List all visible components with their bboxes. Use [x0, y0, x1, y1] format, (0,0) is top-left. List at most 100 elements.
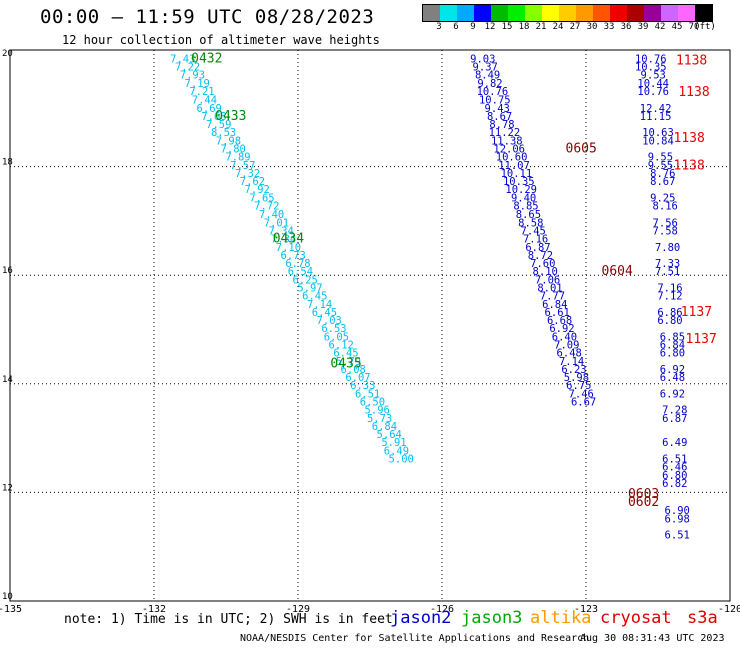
- legend-label: 70: [688, 22, 700, 32]
- legend-swatch: [576, 5, 593, 21]
- timestamp-text: Aug 30 08:31:43 UTC 2023: [580, 633, 725, 644]
- wave-height-label: 5.91: [381, 437, 406, 449]
- pass-time-label: 0434: [273, 232, 304, 247]
- y-tick-label: 10: [2, 592, 13, 602]
- legend-swatch: [610, 5, 627, 21]
- y-tick-label: 16: [2, 266, 13, 276]
- y-tick-label: 18: [2, 158, 13, 168]
- legend-label: 18: [518, 22, 530, 32]
- wave-height-label: 6.82: [662, 478, 687, 490]
- legend-label: 36: [620, 22, 632, 32]
- wave-height-label: 7.16: [523, 234, 548, 246]
- y-tick-label: 12: [2, 483, 13, 493]
- legend-label: (ft): [694, 22, 716, 32]
- legend-swatch: [525, 5, 542, 21]
- wave-height-label: 6.92: [549, 323, 574, 335]
- wave-height-label: 6.69: [197, 103, 222, 115]
- wave-height-label: 7.21: [189, 86, 214, 98]
- wave-height-label: 7.59: [206, 119, 231, 131]
- wave-height-label: 8.10: [533, 266, 558, 278]
- wave-height-label: 9.40: [511, 192, 536, 204]
- legend-swatch: [474, 5, 491, 21]
- wave-height-label: 6.87: [525, 242, 550, 254]
- wave-height-label: 6.86: [657, 307, 682, 319]
- wave-height-label: 7.62: [240, 176, 265, 188]
- legend-swatch: [508, 5, 525, 21]
- wave-height-label: 7.10: [276, 242, 301, 254]
- y-tick-label: 20: [2, 49, 13, 59]
- legend-label: 12: [484, 22, 496, 32]
- wave-height-label: 6.51: [355, 388, 380, 400]
- wave-height-label: 8.53: [211, 127, 236, 139]
- wave-height-label: 8.76: [650, 168, 675, 180]
- legend-label: 42: [654, 22, 666, 32]
- wave-height-label: 7.44: [192, 95, 217, 107]
- wave-height-label: 6.45: [302, 291, 327, 303]
- wave-height-label: 6.08: [341, 364, 366, 376]
- pass-time-label: 0602: [628, 495, 659, 510]
- wave-height-label: 6.85: [660, 331, 685, 343]
- chart-subtitle: 12 hour collection of altimeter wave hei…: [62, 33, 380, 47]
- wave-height-label: 5.64: [377, 429, 402, 441]
- wave-height-label: 8.65: [516, 209, 541, 221]
- wave-height-label: 9.43: [485, 103, 510, 115]
- wave-height-label: 9.82: [477, 78, 502, 90]
- sat-jason2-label: jason2: [390, 608, 452, 628]
- wave-height-label: 7.92: [245, 184, 270, 196]
- wave-height-label: 11.15: [640, 111, 672, 123]
- wave-height-label: 6.84: [660, 340, 685, 352]
- wave-height-label: 6.25: [293, 274, 318, 286]
- wave-height-label: 8.67: [650, 176, 675, 188]
- wave-height-label: 12.42: [640, 103, 672, 115]
- wave-height-label: 7.32: [235, 168, 260, 180]
- wave-height-label: 6.12: [329, 340, 354, 352]
- wave-height-label: 8.72: [528, 250, 553, 262]
- wave-height-label: 10.35: [503, 176, 535, 188]
- pass-time-label: 0604: [602, 264, 633, 279]
- wave-height-label: 7.14: [559, 356, 584, 368]
- wave-height-label: 7.77: [540, 291, 565, 303]
- wave-height-label: 7.80: [221, 143, 246, 155]
- wave-height-label: 6.53: [321, 323, 346, 335]
- wave-height-label: 6.54: [288, 266, 313, 278]
- wave-height-label: 6.75: [566, 380, 591, 392]
- wave-height-label: 7.22: [175, 61, 200, 73]
- x-tick-label: -123: [574, 604, 598, 615]
- wave-height-label: 7.56: [653, 217, 678, 229]
- wave-height-label: 7.28: [662, 405, 687, 417]
- pass-time-label: 0432: [191, 51, 222, 66]
- pass-time-label: 1137: [681, 305, 712, 320]
- wave-height-label: 10.84: [642, 135, 674, 147]
- wave-height-label: 7.45: [521, 225, 546, 237]
- wave-height-label: 7.68: [201, 111, 226, 123]
- pass-time-label: 1138: [674, 158, 705, 173]
- wave-height-label: 10.75: [479, 95, 511, 107]
- legend-label: 6: [453, 22, 459, 32]
- wave-height-label: 5.73: [367, 413, 392, 425]
- pass-time-label: 0605: [566, 141, 597, 156]
- wave-height-label: 5.00: [389, 454, 414, 466]
- wave-height-label: 8.67: [487, 111, 512, 123]
- pass-time-label: 1138: [676, 54, 707, 69]
- wave-height-label: 7.65: [249, 192, 274, 204]
- legend-swatch: [423, 5, 440, 21]
- x-tick-label: -135: [0, 604, 22, 615]
- wave-height-label: 7.40: [259, 209, 284, 221]
- y-tick-label: 14: [2, 375, 13, 385]
- wave-height-label: 10.11: [501, 168, 533, 180]
- legend-swatch: [695, 5, 712, 21]
- wave-height-label: 10.35: [635, 61, 667, 73]
- legend-label: 24: [552, 22, 564, 32]
- legend-swatch: [440, 5, 457, 21]
- pass-time-label: 1137: [686, 332, 717, 347]
- wave-height-label: 7.60: [530, 258, 555, 270]
- wave-height-label: 6.87: [662, 413, 687, 425]
- wave-height-label: 7.34: [271, 234, 296, 246]
- wave-height-label: 6.80: [660, 348, 685, 360]
- wave-height-label: 6.51: [665, 530, 690, 542]
- wave-height-label: 7.89: [225, 152, 250, 164]
- x-tick-label: -126: [430, 604, 454, 615]
- wave-height-label: 11.07: [498, 160, 530, 172]
- wave-height-label: 6.68: [547, 315, 572, 327]
